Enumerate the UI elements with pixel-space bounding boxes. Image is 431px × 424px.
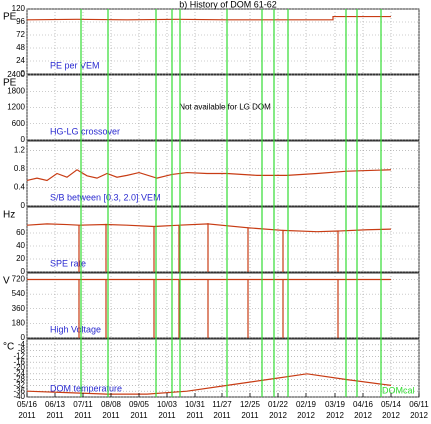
annotation: PE per VEM <box>50 60 100 70</box>
y-tick-label: -28 <box>13 375 25 384</box>
y-tick-label: 24 <box>16 56 25 65</box>
calibration-label: DOMcal <box>382 385 415 395</box>
data-line <box>26 169 392 182</box>
y-tick-label: 0 <box>21 69 26 78</box>
x-tick-label: 09/05 <box>129 400 150 409</box>
x-tick-label: 02/19 <box>296 400 317 409</box>
y-axis-label: PE <box>3 78 17 89</box>
y-tick-label: 540 <box>12 289 26 298</box>
y-axis-label: V <box>3 276 10 287</box>
y-tick-label: 72 <box>16 30 25 39</box>
y-tick-label: 20 <box>16 254 25 263</box>
note: Not available for LG DOM <box>179 103 271 112</box>
y-axis-label: PE <box>3 12 17 23</box>
annotation: S/B between [0.3, 2.0] VEM <box>50 192 161 202</box>
x-tick-label: 03/19 <box>325 400 346 409</box>
x-tick-year: 2011 <box>18 411 36 420</box>
y-tick-label: 2400 <box>7 70 25 79</box>
x-tick-label: 01/22 <box>268 400 289 409</box>
y-axis-label: Hz <box>3 210 15 221</box>
annotation: HG-LG crossover <box>50 126 120 136</box>
y-tick-label: 120 <box>12 4 26 13</box>
y-tick-label: 0 <box>21 201 26 210</box>
y-tick-label: 0.8 <box>14 164 26 173</box>
y-tick-label: 1200 <box>7 103 25 112</box>
x-tick-year: 2011 <box>130 411 148 420</box>
annotation: SPE rate <box>50 258 86 268</box>
y-tick-label: 600 <box>12 119 26 128</box>
y-tick-label: 0 <box>21 267 26 276</box>
x-tick-year: 2011 <box>241 411 259 420</box>
y-tick-label: -16 <box>13 357 25 366</box>
y-tick-label: -24 <box>13 369 25 378</box>
x-tick-label: 06/11 <box>409 400 429 409</box>
x-tick-year: 2011 <box>102 411 120 420</box>
x-tick-label: 11/27 <box>212 400 232 409</box>
y-tick-label: 48 <box>16 43 25 52</box>
x-tick-year: 2011 <box>46 411 64 420</box>
annotation: DOM temperature <box>50 383 122 393</box>
y-tick-label: 0 <box>21 135 26 144</box>
y-tick-label: 0 <box>21 333 26 342</box>
y-tick-label: 60 <box>16 228 25 237</box>
x-tick-year: 2012 <box>382 411 400 420</box>
x-tick-year: 2011 <box>74 411 92 420</box>
x-tick-label: 04/16 <box>353 400 374 409</box>
x-tick-year: 2012 <box>326 411 344 420</box>
x-tick-year: 2012 <box>297 411 315 420</box>
x-tick-label: 10/31 <box>185 400 206 409</box>
y-tick-label: 720 <box>12 275 26 284</box>
y-tick-label: -4 <box>18 340 26 349</box>
annotation: High Voltage <box>50 324 101 334</box>
y-tick-label: -32 <box>13 381 25 390</box>
x-tick-year: 2012 <box>410 411 428 420</box>
x-tick-label: 05/16 <box>17 400 38 409</box>
x-tick-label: 05/14 <box>381 400 402 409</box>
y-tick-label: 96 <box>16 17 25 26</box>
y-tick-label: 1800 <box>7 86 25 95</box>
x-tick-year: 2011 <box>213 411 231 420</box>
y-tick-label: -12 <box>13 352 25 361</box>
x-tick-year: 2011 <box>158 411 176 420</box>
data-line <box>27 278 391 338</box>
y-tick-label: 40 <box>16 241 25 250</box>
x-tick-year: 2011 <box>186 411 204 420</box>
x-tick-label: 10/03 <box>157 400 178 409</box>
data-line <box>26 223 392 272</box>
x-tick-label: 06/13 <box>45 400 66 409</box>
y-tick-label: -36 <box>13 386 25 395</box>
chart-title: b) History of DOM 61-62 <box>179 0 277 9</box>
y-tick-label: -40 <box>13 392 25 401</box>
y-tick-label: 1.2 <box>14 145 26 154</box>
y-axis-label: °C <box>3 342 14 353</box>
data-line <box>26 373 392 395</box>
x-tick-label: 07/11 <box>73 400 93 409</box>
x-tick-label: 08/08 <box>101 400 122 409</box>
y-tick-label: 180 <box>12 318 26 327</box>
x-tick-year: 2012 <box>354 411 372 420</box>
y-tick-label: 360 <box>12 304 26 313</box>
x-tick-year: 2012 <box>269 411 287 420</box>
y-tick-label: -20 <box>13 363 25 372</box>
x-tick-label: 12/25 <box>240 400 261 409</box>
y-tick-label: 0.4 <box>14 183 26 192</box>
y-tick-label: -8 <box>18 346 26 355</box>
